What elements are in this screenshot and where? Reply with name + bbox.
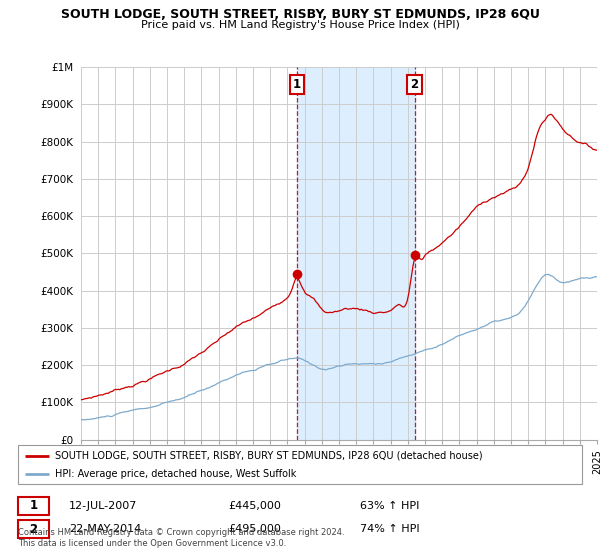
Text: SOUTH LODGE, SOUTH STREET, RISBY, BURY ST EDMUNDS, IP28 6QU (detached house): SOUTH LODGE, SOUTH STREET, RISBY, BURY S… bbox=[55, 451, 482, 461]
Text: 1: 1 bbox=[29, 499, 38, 512]
Text: 74% ↑ HPI: 74% ↑ HPI bbox=[360, 524, 419, 534]
Text: 2: 2 bbox=[29, 522, 38, 536]
Bar bbox=[296, 67, 415, 440]
Text: £445,000: £445,000 bbox=[228, 501, 281, 511]
Text: 12-JUL-2007: 12-JUL-2007 bbox=[69, 501, 137, 511]
Text: 63% ↑ HPI: 63% ↑ HPI bbox=[360, 501, 419, 511]
Text: 22-MAY-2014: 22-MAY-2014 bbox=[69, 524, 141, 534]
Text: Price paid vs. HM Land Registry's House Price Index (HPI): Price paid vs. HM Land Registry's House … bbox=[140, 20, 460, 30]
Text: SOUTH LODGE, SOUTH STREET, RISBY, BURY ST EDMUNDS, IP28 6QU: SOUTH LODGE, SOUTH STREET, RISBY, BURY S… bbox=[61, 8, 539, 21]
Text: 1: 1 bbox=[292, 78, 301, 91]
Text: HPI: Average price, detached house, West Suffolk: HPI: Average price, detached house, West… bbox=[55, 469, 296, 479]
Text: £495,000: £495,000 bbox=[228, 524, 281, 534]
Text: Contains HM Land Registry data © Crown copyright and database right 2024.
This d: Contains HM Land Registry data © Crown c… bbox=[18, 528, 344, 548]
Text: 2: 2 bbox=[410, 78, 419, 91]
